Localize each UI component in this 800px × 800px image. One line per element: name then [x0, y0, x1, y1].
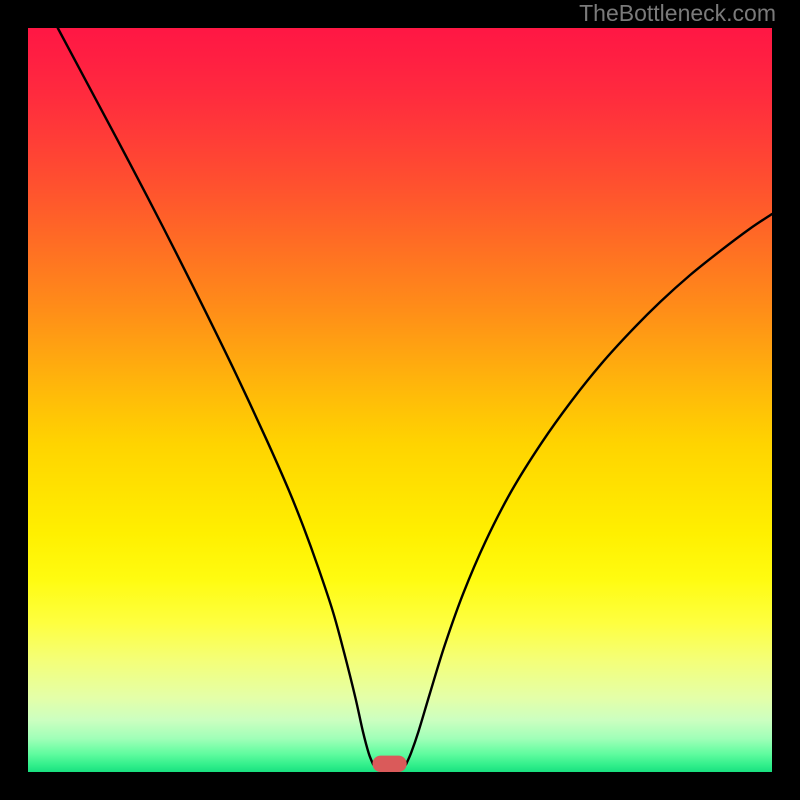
chart-frame: TheBottleneck.com [0, 0, 800, 800]
watermark-text: TheBottleneck.com [579, 0, 776, 27]
curves-layer [0, 0, 800, 800]
left-curve [58, 28, 373, 765]
right-curve [406, 214, 772, 765]
minimum-marker [372, 756, 406, 772]
